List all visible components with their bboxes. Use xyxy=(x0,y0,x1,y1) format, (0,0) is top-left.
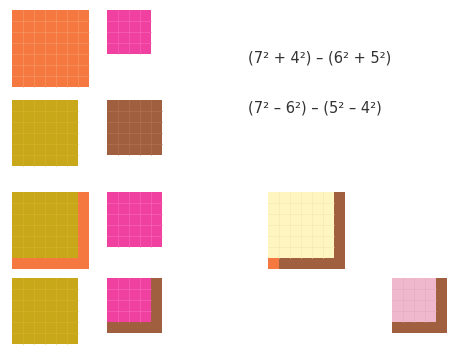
Bar xyxy=(12,278,78,344)
Bar xyxy=(107,278,151,322)
Bar xyxy=(12,192,89,269)
Bar xyxy=(107,278,162,333)
Bar xyxy=(392,278,436,322)
Bar xyxy=(12,10,89,87)
Bar xyxy=(107,10,151,54)
Text: (7² + 4²) – (6² + 5²): (7² + 4²) – (6² + 5²) xyxy=(248,50,391,66)
Bar xyxy=(268,192,334,258)
Bar xyxy=(12,192,78,258)
Bar xyxy=(12,100,78,166)
Bar xyxy=(107,100,162,155)
Bar xyxy=(392,278,447,333)
Text: (7² – 6²) – (5² – 4²): (7² – 6²) – (5² – 4²) xyxy=(248,100,382,115)
Bar xyxy=(107,192,162,247)
Bar xyxy=(268,258,279,269)
Bar xyxy=(268,192,345,269)
